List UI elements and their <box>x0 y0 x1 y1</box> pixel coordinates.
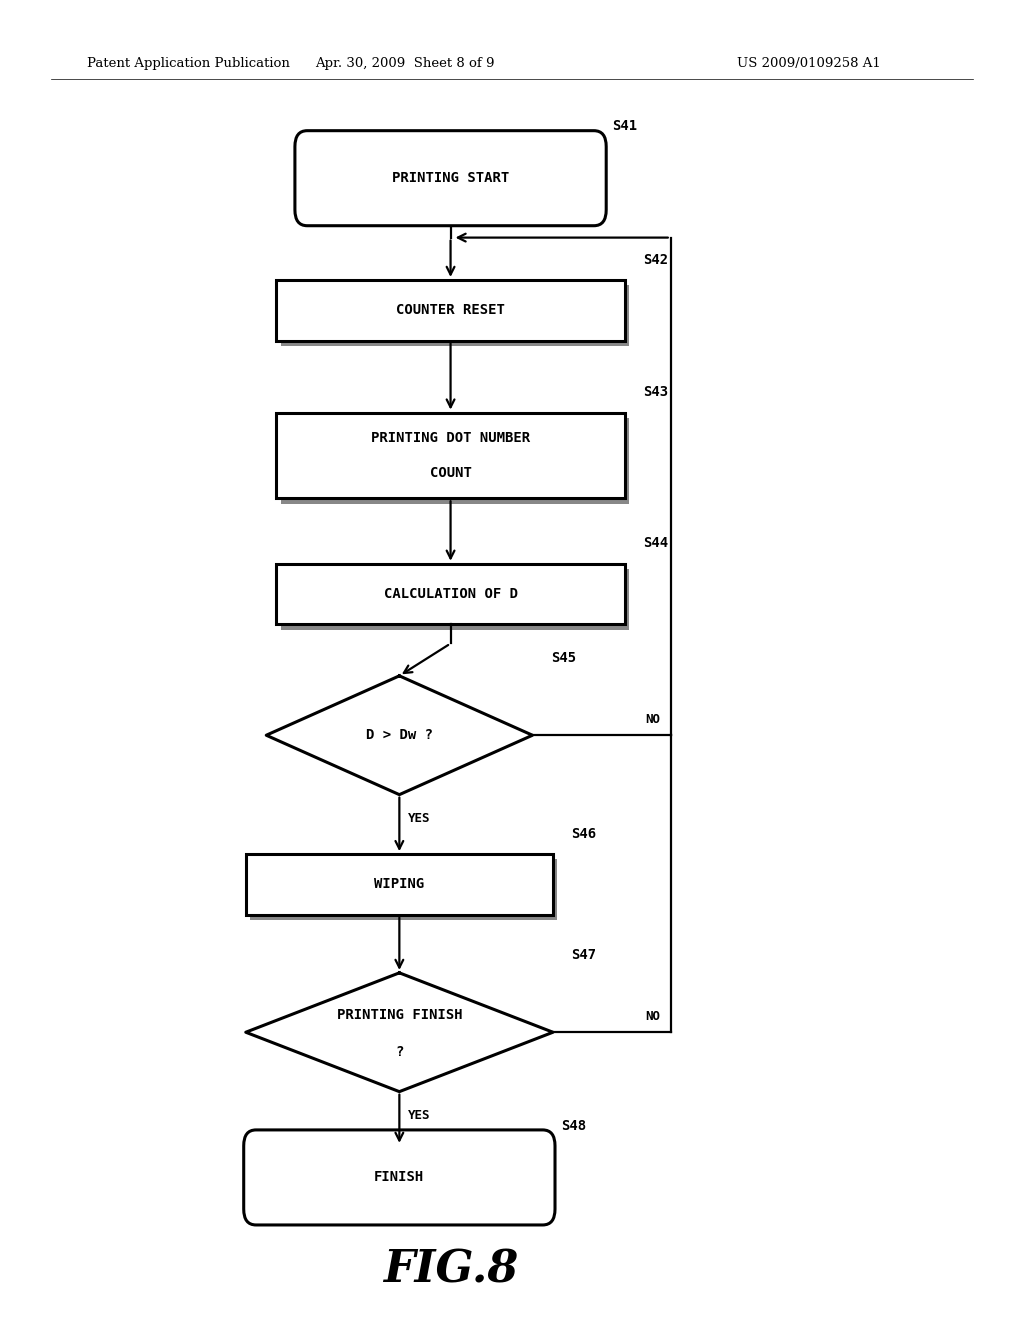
Text: D > Dw ?: D > Dw ? <box>366 729 433 742</box>
Text: COUNT: COUNT <box>430 466 471 479</box>
Bar <box>276 564 625 624</box>
Text: CALCULATION OF D: CALCULATION OF D <box>384 587 517 601</box>
Text: PRINTING START: PRINTING START <box>392 172 509 185</box>
Text: S48: S48 <box>561 1118 587 1133</box>
Text: COUNTER RESET: COUNTER RESET <box>396 304 505 317</box>
Text: S41: S41 <box>612 119 638 133</box>
Text: YES: YES <box>408 812 430 825</box>
Text: YES: YES <box>408 1109 430 1122</box>
Bar <box>281 569 629 630</box>
Bar <box>250 859 557 920</box>
Text: PRINTING FINISH: PRINTING FINISH <box>337 1008 462 1022</box>
Bar <box>276 412 625 498</box>
Bar <box>276 280 625 341</box>
Bar <box>281 417 629 503</box>
Polygon shape <box>246 973 553 1092</box>
FancyBboxPatch shape <box>295 131 606 226</box>
Text: FINISH: FINISH <box>374 1171 425 1184</box>
Text: WIPING: WIPING <box>374 878 425 891</box>
Polygon shape <box>266 676 532 795</box>
Text: PRINTING DOT NUMBER: PRINTING DOT NUMBER <box>371 432 530 445</box>
Text: NO: NO <box>645 713 660 726</box>
Bar <box>246 854 553 915</box>
Text: Apr. 30, 2009  Sheet 8 of 9: Apr. 30, 2009 Sheet 8 of 9 <box>314 57 495 70</box>
Text: S45: S45 <box>551 651 577 665</box>
FancyBboxPatch shape <box>244 1130 555 1225</box>
Text: S43: S43 <box>643 385 669 399</box>
Bar <box>281 285 629 346</box>
Text: Patent Application Publication: Patent Application Publication <box>87 57 290 70</box>
Text: S44: S44 <box>643 536 669 550</box>
Text: S47: S47 <box>571 948 597 962</box>
Text: NO: NO <box>645 1010 660 1023</box>
Text: S46: S46 <box>571 826 597 841</box>
Text: US 2009/0109258 A1: US 2009/0109258 A1 <box>737 57 881 70</box>
Text: ?: ? <box>395 1045 403 1059</box>
Text: S42: S42 <box>643 252 669 267</box>
Text: FIG.8: FIG.8 <box>383 1249 518 1291</box>
